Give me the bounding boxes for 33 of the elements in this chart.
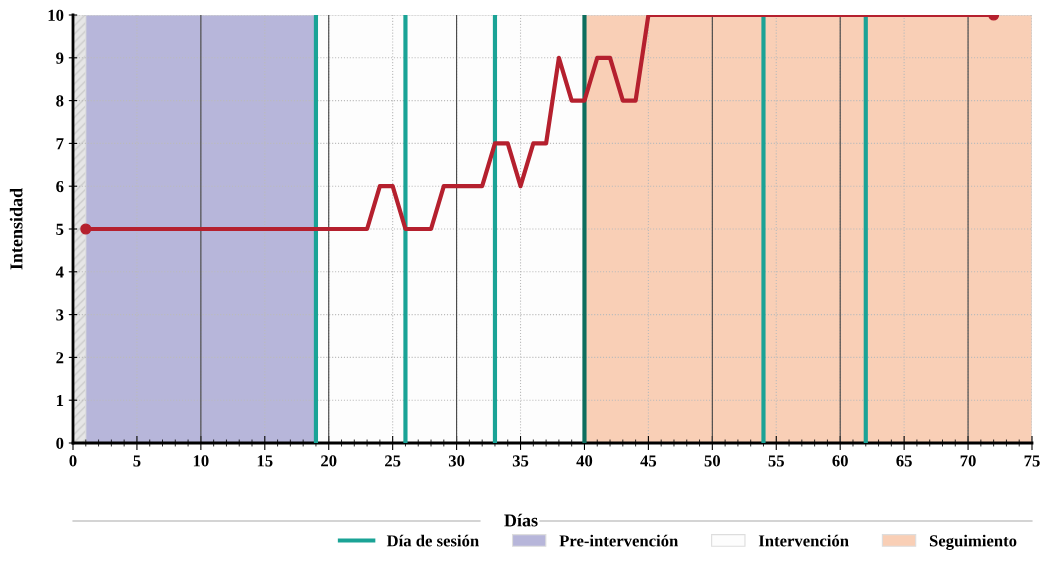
x-tick-label: 5 — [133, 455, 141, 467]
y-tick-label: 0 — [56, 437, 64, 449]
y-tick-label: 5 — [56, 223, 64, 235]
legend-label: Día de sesión — [386, 534, 479, 547]
x-tick-label: 30 — [448, 455, 465, 467]
x-tick-label: 55 — [768, 455, 784, 467]
x-tick-label: 0 — [69, 455, 77, 467]
legend-label: Intervención — [758, 534, 849, 547]
x-tick-label: 60 — [832, 455, 848, 467]
x-tick-label: 40 — [576, 455, 593, 467]
x-tick-label: 20 — [321, 455, 337, 467]
y-tick-label: 3 — [56, 309, 64, 321]
x-tick-label: 75 — [1024, 455, 1040, 467]
x-tick-label: 45 — [640, 455, 657, 467]
y-tick-label: 2 — [56, 352, 64, 364]
y-tick-label: 6 — [56, 180, 64, 193]
y-axis-title: Intensidad — [9, 188, 23, 270]
x-tick-label: 25 — [385, 455, 401, 467]
x-tick-label: 35 — [512, 455, 529, 467]
legend-label: Pre-intervención — [559, 534, 679, 547]
x-tick-label: 65 — [896, 455, 912, 467]
x-axis-title: Días — [504, 513, 538, 527]
y-tick-label: 1 — [56, 394, 64, 406]
legend-label: Seguimiento — [929, 534, 1017, 550]
y-tick-label: 9 — [56, 52, 64, 64]
y-tick-label: 8 — [56, 95, 64, 107]
x-tick-label: 15 — [257, 455, 273, 467]
x-tick-label: 50 — [704, 455, 721, 467]
y-tick-label: 10 — [48, 9, 64, 21]
y-tick-label: 4 — [55, 266, 64, 278]
y-tick-label: 7 — [56, 138, 64, 150]
x-tick-label: 70 — [960, 455, 976, 467]
x-tick-label: 10 — [193, 455, 209, 467]
